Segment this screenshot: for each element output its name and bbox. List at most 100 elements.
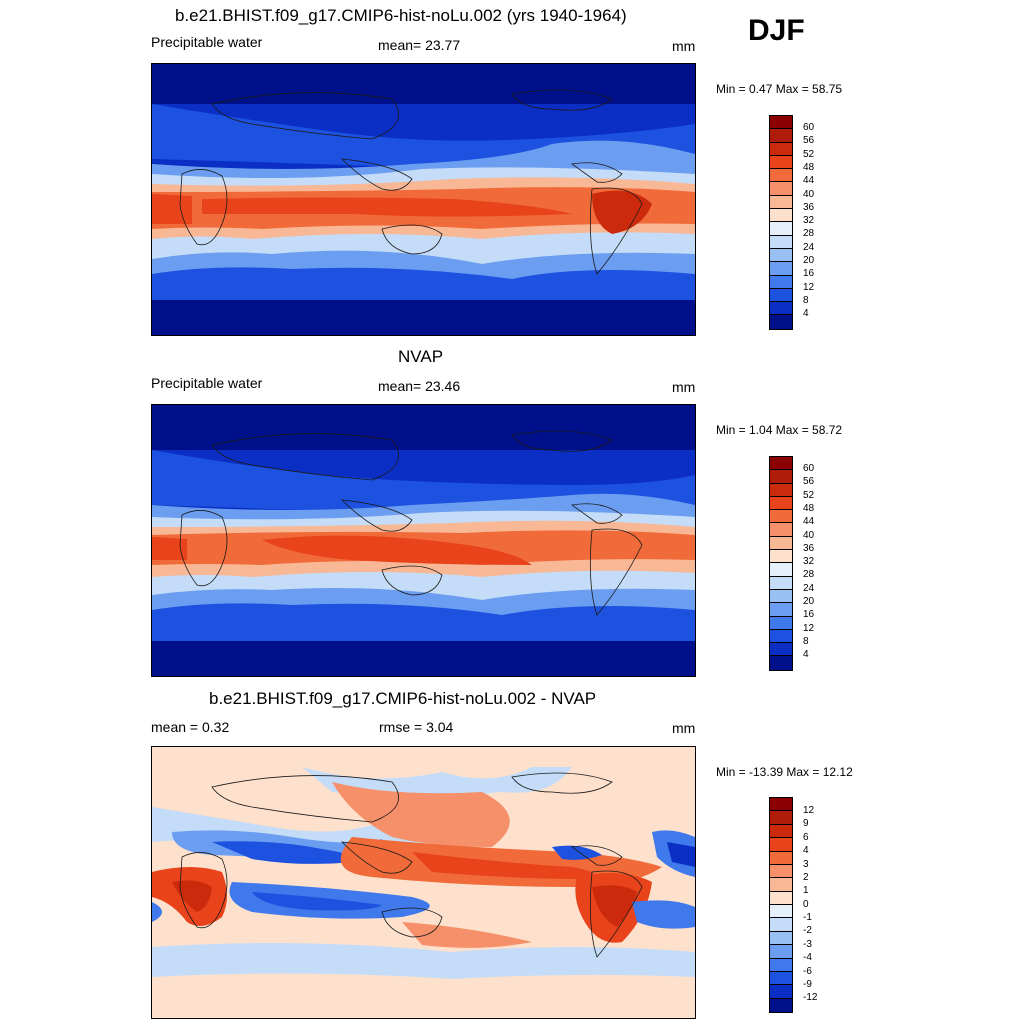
mean-label: mean= 23.77 [378, 37, 461, 53]
colorbar-label: -9 [803, 978, 812, 990]
colorbar-label: 60 [803, 463, 815, 474]
colorbar-label: 32 [803, 215, 815, 227]
colorbar-label: 48 [803, 161, 815, 173]
colorbar-label: 12 [803, 805, 815, 816]
colorbar-swatch [770, 656, 792, 670]
colorbar-label: 8 [803, 635, 809, 647]
colorbar-swatch [770, 985, 792, 999]
colorbar-swatch [770, 643, 792, 657]
colorbar-label: 12 [803, 281, 815, 293]
panel-title: b.e21.BHIST.f09_g17.CMIP6-hist-noLu.002 … [175, 6, 627, 25]
colorbar-swatch [770, 142, 792, 156]
colorbar-swatch [770, 536, 792, 551]
minmax-label: Min = -13.39 Max = 12.12 [716, 765, 853, 779]
contour-map [151, 63, 696, 336]
colorbar-swatch [770, 523, 792, 537]
colorbar-swatch [770, 550, 792, 564]
colorbar-label: 40 [803, 188, 815, 200]
colorbar-label: 52 [803, 148, 815, 160]
contour-map [151, 746, 696, 1019]
colorbar-label: 40 [803, 529, 815, 541]
variable-label: Precipitable water [151, 375, 263, 391]
colorbar-label: -3 [803, 938, 812, 950]
colorbar-label: 32 [803, 556, 815, 568]
colorbar-label: 4 [803, 845, 809, 857]
mean-label: mean = 0.32 [151, 719, 230, 735]
colorbar-label: -4 [803, 952, 812, 964]
colorbar-label: -1 [803, 912, 812, 923]
colorbar-label: 60 [803, 122, 815, 133]
colorbar-label: 4 [803, 308, 809, 320]
panel-title: b.e21.BHIST.f09_g17.CMIP6-hist-noLu.002 … [209, 689, 597, 708]
colorbar-swatch [770, 798, 792, 812]
colorbar-swatch [770, 288, 792, 303]
colorbar-swatch [770, 931, 792, 946]
colorbar-swatch [770, 811, 792, 825]
mean-label: mean= 23.46 [378, 378, 461, 394]
colorbar-swatch [770, 209, 792, 223]
colorbar-label: 44 [803, 516, 815, 528]
contour-map [151, 404, 696, 677]
colorbar-swatch [770, 496, 792, 511]
colorbar-swatch [770, 971, 792, 986]
colorbar-label: 24 [803, 241, 815, 253]
colorbar-swatch [770, 155, 792, 170]
colorbar-label: -6 [803, 965, 812, 977]
season-label: DJF [748, 14, 805, 47]
colorbar-swatch [770, 275, 792, 289]
colorbar-label: 28 [803, 569, 815, 581]
units-label: mm [672, 720, 696, 736]
colorbar-swatch [770, 483, 792, 497]
colorbar-swatch [770, 470, 792, 484]
colorbar-label: 3 [803, 858, 809, 870]
colorbar-label: 20 [803, 596, 815, 607]
colorbar-swatch [770, 302, 792, 316]
colorbar-label: 2 [803, 871, 809, 883]
units-label: mm [672, 38, 696, 54]
colorbar-label: 52 [803, 489, 815, 501]
colorbar-swatch [770, 616, 792, 630]
colorbar-swatch [770, 824, 792, 839]
colorbar-swatch [770, 195, 792, 210]
colorbar-label: 1 [803, 885, 809, 897]
colorbar-swatch [770, 169, 792, 183]
colorbar [769, 115, 793, 330]
colorbar-swatch [770, 851, 792, 865]
colorbar-label: 48 [803, 502, 815, 514]
colorbar-label: 56 [803, 476, 815, 488]
minmax-label: Min = 1.04 Max = 58.72 [716, 423, 843, 437]
colorbar-swatch [770, 958, 792, 972]
colorbar-swatch [770, 315, 792, 329]
colorbar-label: 12 [803, 622, 815, 634]
colorbar-label: 9 [803, 818, 809, 830]
colorbar-label: 6 [803, 831, 809, 843]
colorbar-label: 44 [803, 175, 815, 187]
colorbar-swatch [770, 629, 792, 644]
colorbar-swatch [770, 262, 792, 276]
colorbar-swatch [770, 235, 792, 249]
colorbar-swatch [770, 457, 792, 471]
colorbar-label: -2 [803, 925, 812, 937]
colorbar-label: 16 [803, 268, 815, 280]
colorbar-label: 56 [803, 135, 815, 147]
panel-title: NVAP [398, 347, 444, 366]
colorbar-swatch [770, 182, 792, 196]
colorbar-label: 8 [803, 294, 809, 306]
colorbar-label: 0 [803, 898, 809, 910]
colorbar-swatch [770, 222, 792, 236]
rmse-label: rmse = 3.04 [379, 719, 454, 735]
variable-label: Precipitable water [151, 34, 263, 50]
colorbar-swatch [770, 945, 792, 959]
colorbar-swatch [770, 589, 792, 604]
colorbar-label: 28 [803, 228, 815, 240]
colorbar-label: 36 [803, 201, 815, 213]
colorbar-swatch [770, 838, 792, 852]
colorbar-swatch [770, 248, 792, 263]
colorbar-swatch [770, 510, 792, 524]
colorbar-swatch [770, 891, 792, 905]
colorbar-swatch [770, 905, 792, 919]
colorbar [769, 797, 793, 1013]
units-label: mm [672, 379, 696, 395]
colorbar-label: -12 [803, 992, 818, 1004]
colorbar-swatch [770, 864, 792, 879]
